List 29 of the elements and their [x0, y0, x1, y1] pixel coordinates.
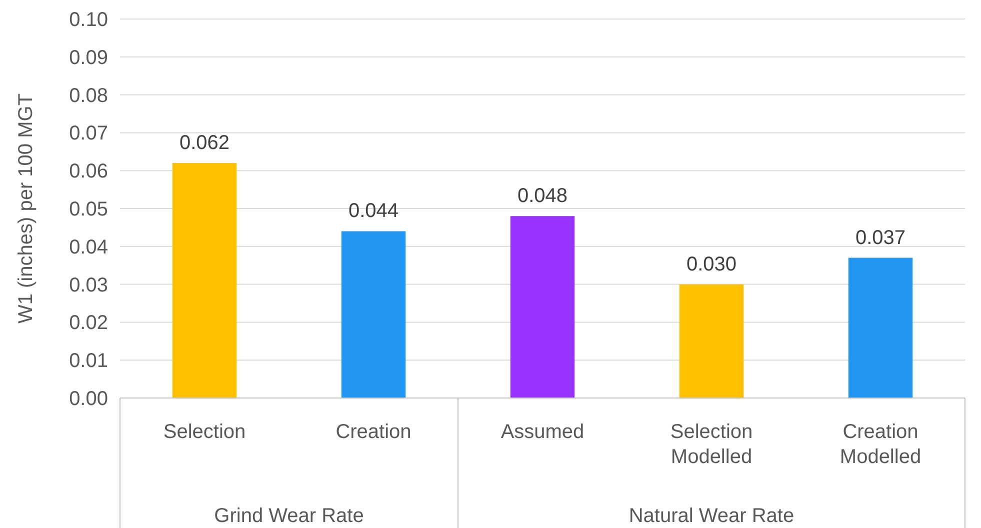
y-tick-label: 0.01: [69, 350, 108, 372]
x-tick-label: Selection: [163, 421, 246, 443]
data-label: 0.048: [517, 185, 568, 208]
y-tick-label: 0.06: [69, 160, 108, 183]
data-label: 0.062: [179, 132, 230, 154]
bar: [510, 216, 575, 398]
bar: [848, 258, 913, 398]
y-tick-label: 0.07: [69, 122, 108, 145]
x-tick-label: Creation Modelled: [840, 421, 922, 468]
y-tick-label: 0.02: [69, 312, 108, 334]
text: Grind Wear Rate: [214, 505, 364, 527]
bar: [679, 284, 744, 398]
y-tick-label: 0.04: [69, 236, 108, 258]
data-label: 0.044: [348, 200, 399, 222]
data-label: 0.037: [855, 226, 906, 249]
text: Natural Wear Rate: [628, 505, 794, 527]
data-label: 0.030: [686, 253, 737, 276]
x-tick-label: Assumed: [500, 421, 584, 443]
y-axis-title: W1 (inches) per 100 MGT: [15, 93, 37, 324]
y-tick-label: 0.10: [69, 9, 108, 31]
y-tick-label: 0.03: [69, 274, 108, 296]
x-tick-label: Creation: [336, 421, 412, 443]
y-tick-label: 0.00: [69, 388, 108, 410]
y-tick-label: 0.05: [69, 198, 108, 220]
y-tick-label: 0.09: [69, 46, 108, 69]
x-tick-label: Selection Modelled: [670, 421, 753, 468]
y-tick-label: 0.08: [69, 84, 108, 107]
bar: [172, 163, 237, 398]
bar: [341, 231, 406, 398]
